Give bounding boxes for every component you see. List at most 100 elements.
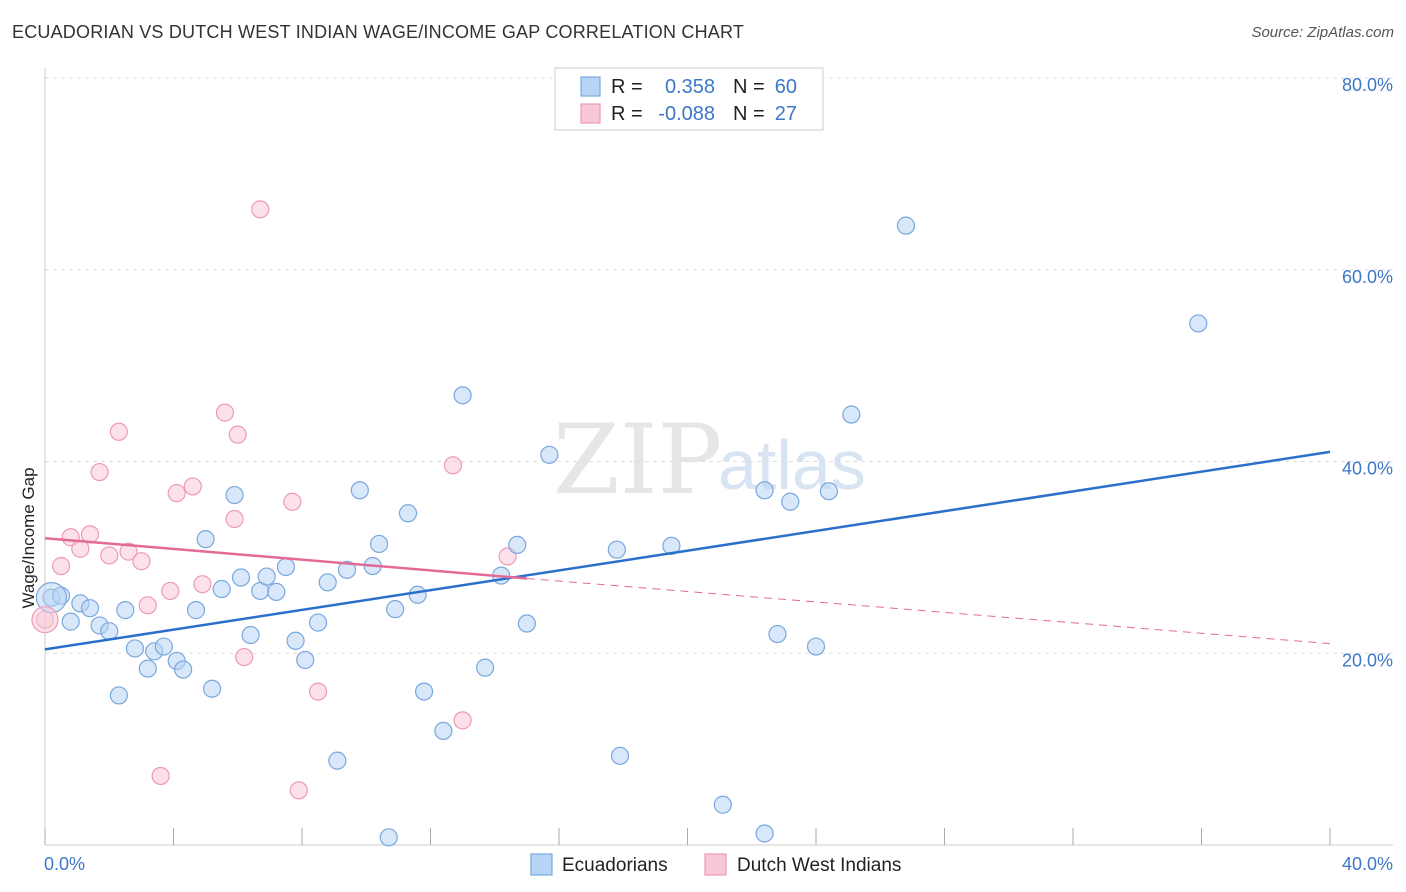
point-ecuadorians-31 bbox=[337, 560, 357, 579]
x-tick-label-left: 0.0% bbox=[44, 854, 85, 874]
trend-line-ecuadorians-solid bbox=[44, 450, 1331, 651]
point-ecuadorians-59 bbox=[1189, 314, 1208, 333]
point-dutch-west-indians-1 bbox=[51, 556, 71, 576]
legend-n-value-2: 27 bbox=[775, 103, 797, 125]
point-ecuadorians-50 bbox=[713, 795, 732, 814]
y-tick-label-80: 80.0% bbox=[1342, 75, 1393, 95]
point-dutch-west-indians-13 bbox=[167, 484, 186, 503]
point-dutch-west-indians-21 bbox=[283, 492, 302, 511]
bottom-legend: Ecuadorians Dutch West Indians bbox=[530, 853, 901, 876]
point-ecuadorians-57 bbox=[842, 405, 861, 424]
legend-n-label-1: N = bbox=[733, 76, 765, 98]
point-ecuadorians-29 bbox=[318, 573, 337, 592]
trend-line-dutch-west-indians-dashed bbox=[526, 577, 1331, 645]
legend-r-label-1: R = bbox=[611, 76, 643, 98]
point-ecuadorians-40 bbox=[434, 721, 453, 741]
point-ecuadorians-8 bbox=[116, 601, 135, 620]
legend-n-label-2: N = bbox=[733, 103, 765, 125]
point-dutch-west-indians-16 bbox=[215, 403, 234, 422]
point-ecuadorians-2 bbox=[61, 612, 80, 631]
point-ecuadorians-58 bbox=[896, 216, 916, 235]
legend-r-value-1: 0.358 bbox=[665, 76, 715, 98]
point-ecuadorians-16 bbox=[196, 530, 215, 549]
point-dutch-west-indians-18 bbox=[228, 425, 247, 444]
point-ecuadorians-19 bbox=[225, 485, 244, 505]
point-dutch-west-indians-5 bbox=[90, 462, 109, 482]
data-points bbox=[31, 200, 1208, 847]
point-ecuadorians-25 bbox=[276, 557, 296, 577]
series-ecuadorians bbox=[42, 216, 1208, 847]
watermark: ZIP atlas bbox=[553, 404, 866, 516]
legend-r-value-2: -0.088 bbox=[658, 103, 715, 125]
point-ecuadorians-36 bbox=[386, 600, 405, 619]
point-ecuadorians-21 bbox=[241, 625, 260, 645]
point-dutch-west-indians-22 bbox=[289, 781, 308, 800]
point-dutch-west-indians-9 bbox=[132, 552, 151, 571]
y-axis-title: Wage/Income Gap bbox=[19, 467, 38, 608]
point-ecuadorians-55 bbox=[806, 637, 826, 656]
point-ecuadorians-24 bbox=[267, 582, 286, 601]
point-ecuadorians-39 bbox=[414, 682, 434, 701]
point-ecuadorians-38 bbox=[408, 585, 427, 604]
point-ecuadorians-9 bbox=[125, 639, 145, 658]
point-ecuadorians-10 bbox=[138, 659, 157, 678]
axes bbox=[44, 68, 1393, 846]
point-dutch-west-indians-19 bbox=[235, 647, 254, 667]
watermark-atlas: atlas bbox=[718, 426, 866, 504]
source-label: Source: ZipAtlas.com bbox=[1251, 24, 1394, 41]
trend-lines bbox=[44, 450, 1331, 651]
series-dutch-west-indians bbox=[35, 200, 517, 800]
point-ecuadorians-46 bbox=[540, 445, 559, 464]
bottom-legend-swatch-dutch-west-indians bbox=[704, 853, 727, 876]
point-ecuadorians-47 bbox=[607, 540, 626, 559]
legend-n-value-1: 60 bbox=[775, 76, 797, 98]
point-ecuadorians-41 bbox=[453, 386, 472, 405]
point-ecuadorians-30 bbox=[328, 751, 347, 770]
y-tick-label-40: 40.0% bbox=[1342, 459, 1393, 479]
point-ecuadorians-6 bbox=[100, 622, 119, 641]
watermark-zip: ZIP bbox=[553, 404, 722, 516]
legend: R = 0.358 N = 60 R = -0.088 N = 27 bbox=[554, 67, 824, 131]
legend-r-label-2: R = bbox=[611, 103, 643, 125]
y-tick-label-20: 20.0% bbox=[1342, 650, 1393, 670]
point-ecuadorians-27 bbox=[296, 650, 315, 670]
point-ecuadorians-54 bbox=[781, 492, 800, 511]
grid bbox=[45, 77, 1393, 654]
point-ecuadorians-51 bbox=[755, 824, 774, 843]
point-ecuadorians-42 bbox=[476, 658, 495, 677]
point-ecuadorians-34 bbox=[370, 534, 389, 554]
x-tick-label-right: 40.0% bbox=[1342, 854, 1393, 874]
point-ecuadorians-14 bbox=[174, 660, 193, 679]
y-tick-labels: 20.0% 40.0% 60.0% 80.0% bbox=[1342, 75, 1393, 670]
point-ecuadorians-56 bbox=[819, 482, 838, 501]
point-ecuadorians-15 bbox=[186, 601, 206, 620]
point-ecuadorians-7 bbox=[109, 686, 128, 705]
point-ecuadorians-52 bbox=[755, 481, 774, 500]
y-tick-label-60: 60.0% bbox=[1342, 267, 1393, 287]
chart-title: ECUADORIAN VS DUTCH WEST INDIAN WAGE/INC… bbox=[12, 22, 745, 42]
point-ecuadorians-45 bbox=[517, 614, 536, 633]
legend-swatch-dutch-west-indians bbox=[580, 103, 601, 124]
point-dutch-west-indians-11 bbox=[151, 766, 170, 786]
point-dutch-west-indians-8 bbox=[119, 542, 138, 561]
bottom-legend-label-ecuadorians: Ecuadorians bbox=[562, 855, 668, 876]
point-ecuadorians-23 bbox=[257, 567, 276, 586]
legend-swatch-ecuadorians bbox=[580, 76, 601, 97]
point-ecuadorians-37 bbox=[398, 504, 418, 523]
point-ecuadorians-28 bbox=[308, 613, 328, 632]
trend-line-dutch-west-indians-solid bbox=[44, 536, 527, 580]
bottom-legend-label-dutch-west-indians: Dutch West Indians bbox=[737, 855, 901, 876]
point-dutch-west-indians-20 bbox=[251, 200, 270, 219]
point-ecuadorians-35 bbox=[379, 828, 398, 847]
point-dutch-west-indians-24 bbox=[443, 456, 463, 475]
point-ecuadorians-48 bbox=[610, 746, 630, 765]
point-ecuadorians-18 bbox=[212, 579, 231, 599]
point-ecuadorians-26 bbox=[286, 631, 305, 650]
point-dutch-west-indians-23 bbox=[308, 682, 328, 701]
point-ecuadorians-53 bbox=[768, 624, 787, 644]
point-ecuadorians-12 bbox=[154, 637, 173, 656]
point-ecuadorians-20 bbox=[231, 568, 251, 587]
point-dutch-west-indians-cluster bbox=[31, 606, 59, 634]
point-ecuadorians-4 bbox=[80, 599, 100, 618]
